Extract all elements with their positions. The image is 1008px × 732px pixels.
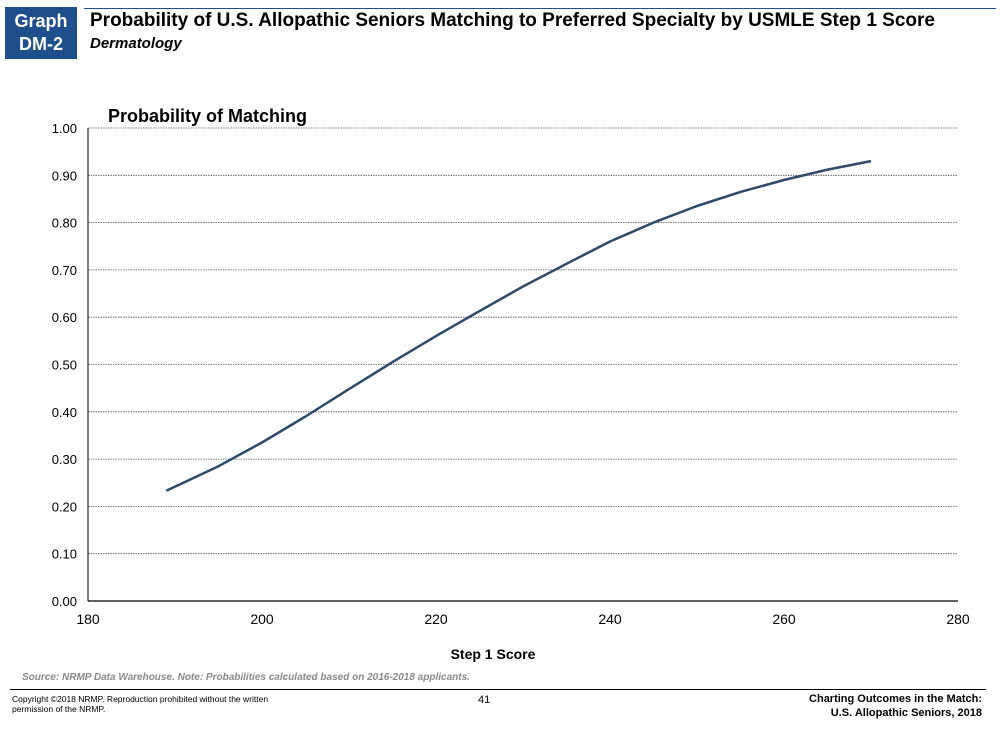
probability-chart: 0.00 0.10 0.20 0.30 0.40 0.50 0.60 0.70 0.80 0.90… — [52, 106, 970, 662]
x-tick-label: 240 — [598, 611, 622, 627]
x-tick-label: 260 — [772, 611, 796, 627]
footer-title-line2: U.S. Allopathic Seniors, 2018 — [830, 707, 982, 719]
copyright-notice: Copyright ©2018 NRMP. Reproduction prohi… — [12, 694, 269, 714]
x-tick-label: 200 — [250, 611, 274, 627]
page-number: 41 — [478, 694, 491, 706]
y-tick-label: 0.70 — [52, 263, 77, 278]
header-rule — [84, 8, 996, 9]
chart-title: Probability of Matching — [108, 106, 307, 126]
x-tick-label: 280 — [946, 611, 970, 627]
y-tick-label: 0.40 — [52, 405, 77, 420]
graph-badge: Graph DM-2 — [5, 7, 77, 59]
chart-grid — [87, 127, 958, 602]
footer-rule — [10, 689, 986, 690]
source-note: Source: NRMP Data Warehouse. Note: Proba… — [22, 672, 470, 683]
x-tick-label: 220 — [424, 611, 448, 627]
y-tick-label: 0.80 — [52, 216, 77, 231]
series-line — [165, 159, 872, 492]
x-axis-label: Step 1 Score — [451, 646, 536, 662]
x-tick-label: 180 — [76, 611, 100, 627]
y-tick-label: 1.00 — [52, 121, 77, 136]
y-tick-label: 0.00 — [52, 594, 77, 609]
y-tick-label: 0.30 — [52, 452, 77, 467]
y-axis-tick-labels: 0.00 0.10 0.20 0.30 0.40 0.50 0.60 0.70 0.80 0.90… — [52, 121, 77, 609]
y-tick-label: 0.10 — [52, 547, 77, 562]
y-tick-label: 0.50 — [52, 358, 77, 373]
page-title: Probability of U.S. Allopathic Seniors M… — [90, 10, 935, 31]
footer-publication-title: Charting Outcomes in the Match: U.S. All… — [809, 692, 982, 720]
y-tick-label: 0.20 — [52, 499, 77, 514]
badge-id: DM-2 — [19, 34, 63, 54]
y-tick-label: 0.60 — [52, 310, 77, 325]
badge-label: Graph — [14, 11, 68, 31]
page-subtitle: Dermatology — [90, 35, 182, 52]
footer-title-line1: Charting Outcomes in the Match: — [809, 693, 982, 705]
x-axis-tick-labels: 180 200 220 240 260 280 — [76, 611, 970, 627]
y-tick-label: 0.90 — [52, 168, 77, 183]
